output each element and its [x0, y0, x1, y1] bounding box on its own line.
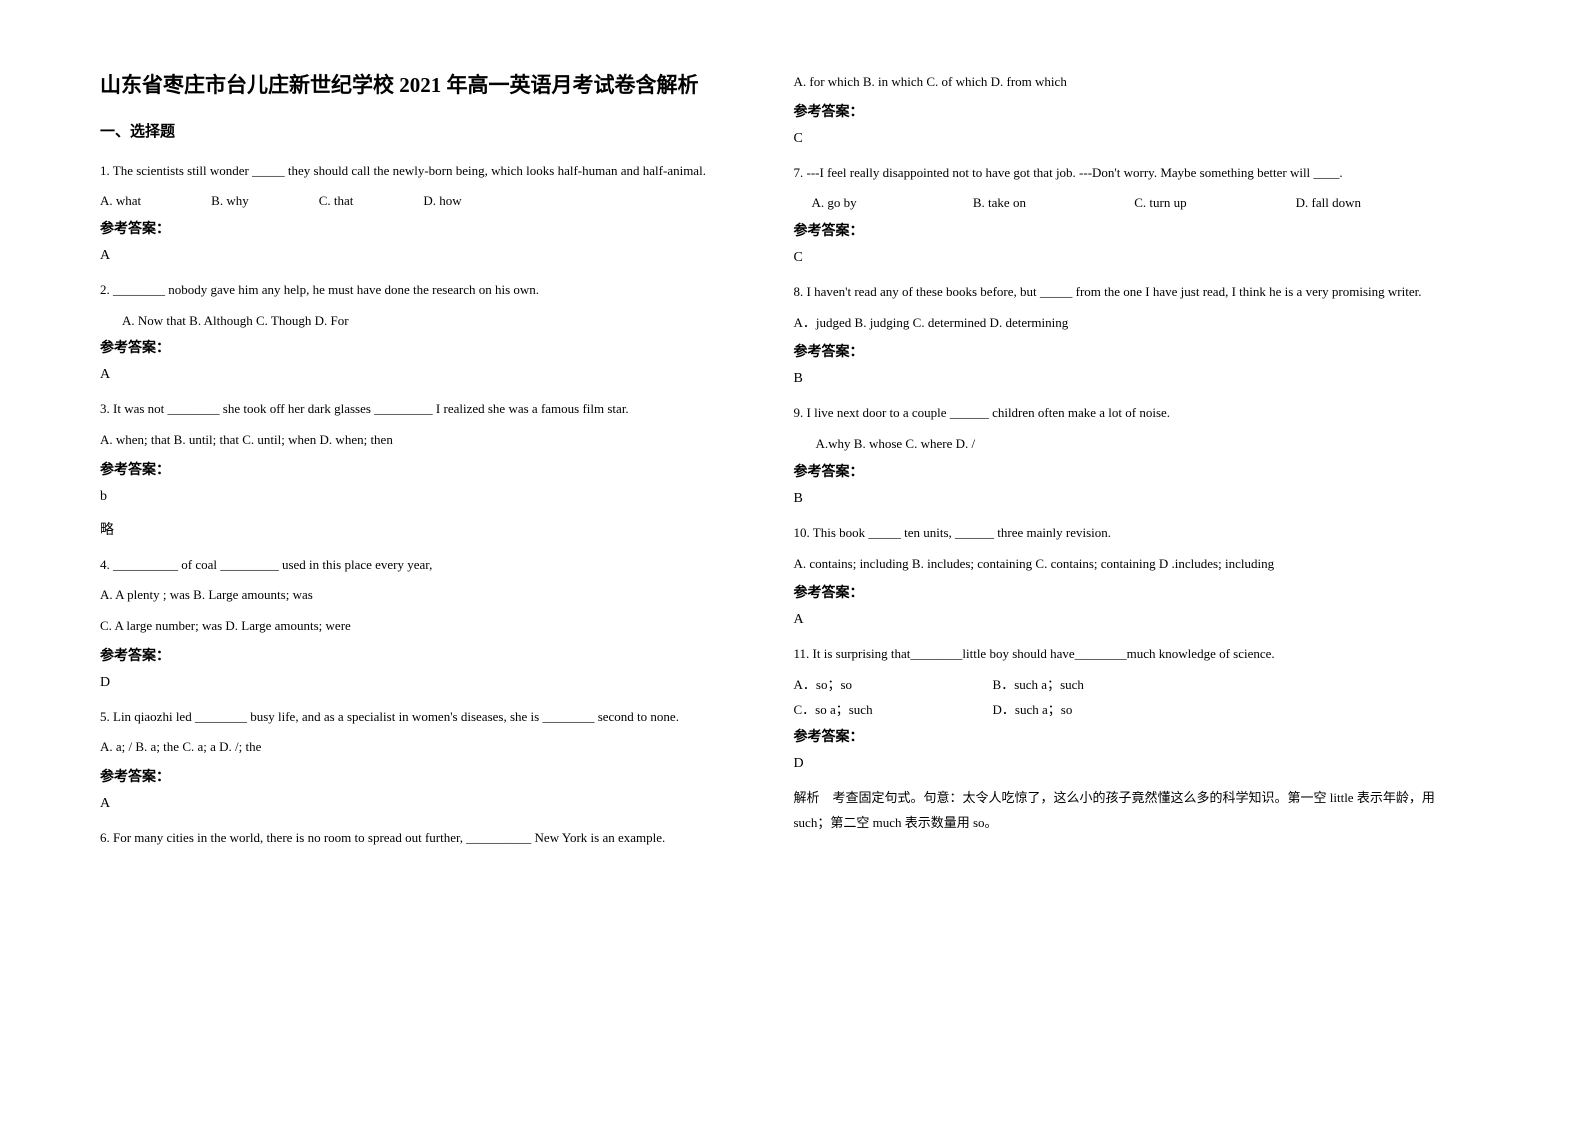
option-a: A. what [100, 189, 141, 214]
question-2-answer: A [100, 367, 764, 383]
option-d: D．such a；so [993, 698, 1192, 723]
question-9-answer: B [794, 491, 1458, 507]
question-4: 4. __________ of coal _________ used in … [100, 553, 764, 578]
answer-label: 参考答案： [794, 461, 1458, 481]
question-2: 2. ________ nobody gave him any help, he… [100, 278, 764, 303]
question-3-answer: b [100, 489, 764, 505]
question-10-options: A. contains; including B. includes; cont… [794, 552, 1458, 577]
question-7: 7. ---I feel really disappointed not to … [794, 161, 1458, 186]
question-4-answer: D [100, 675, 764, 691]
question-11-explanation: 解析 考查固定句式。句意：太令人吃惊了，这么小的孩子竟然懂这么多的科学知识。第一… [794, 786, 1458, 835]
option-c: C. turn up [1134, 191, 1295, 216]
question-6-options: A. for which B. in which C. of which D. … [794, 70, 1458, 95]
answer-label: 参考答案： [100, 459, 764, 479]
answer-label: 参考答案： [794, 582, 1458, 602]
question-9-options: A.why B. whose C. where D. / [794, 432, 1458, 457]
question-11: 11. It is surprising that________little … [794, 642, 1458, 667]
question-4-options-line2: C. A large number; was D. Large amounts;… [100, 614, 764, 639]
answer-label: 参考答案： [794, 341, 1458, 361]
question-11-options-line2: C．so a；such D．such a；so [794, 698, 1192, 723]
question-7-options: A. go by B. take on C. turn up D. fall d… [794, 191, 1458, 216]
answer-label: 参考答案： [100, 766, 764, 786]
answer-label: 参考答案： [100, 337, 764, 357]
option-d: D. fall down [1296, 191, 1457, 216]
question-3: 3. It was not ________ she took off her … [100, 397, 764, 422]
question-1-options: A. what B. why C. that D. how [100, 189, 764, 214]
question-9: 9. I live next door to a couple ______ c… [794, 401, 1458, 426]
option-d: D. how [423, 189, 461, 214]
question-7-answer: C [794, 250, 1458, 266]
option-c: C．so a；such [794, 698, 993, 723]
question-1: 1. The scientists still wonder _____ the… [100, 159, 764, 184]
question-4-options-line1: A. A plenty ; was B. Large amounts; was [100, 583, 764, 608]
question-8-answer: B [794, 371, 1458, 387]
right-column: A. for which B. in which C. of which D. … [794, 70, 1488, 1082]
option-c: C. that [319, 189, 354, 214]
option-b: B. why [211, 189, 249, 214]
question-3-options: A. when; that B. until; that C. until; w… [100, 428, 764, 453]
answer-label: 参考答案： [794, 726, 1458, 746]
answer-label: 参考答案： [100, 645, 764, 665]
question-11-options-line1: A．so；so B．such a；such [794, 673, 1192, 698]
explanation-omitted: 略 [100, 519, 764, 539]
document-title: 山东省枣庄市台儿庄新世纪学校 2021 年高一英语月考试卷含解析 [100, 70, 764, 102]
option-a: A．so；so [794, 673, 993, 698]
question-10: 10. This book _____ ten units, ______ th… [794, 521, 1458, 546]
option-a: A. go by [812, 191, 973, 216]
option-b: B．such a；such [993, 673, 1192, 698]
left-column: 山东省枣庄市台儿庄新世纪学校 2021 年高一英语月考试卷含解析 一、选择题 1… [100, 70, 794, 1082]
question-6: 6. For many cities in the world, there i… [100, 826, 764, 851]
question-8: 8. I haven't read any of these books bef… [794, 280, 1458, 305]
question-2-options: A. Now that B. Although C. Though D. For [100, 309, 764, 334]
question-5-options: A. a; / B. a; the C. a; a D. /; the [100, 735, 764, 760]
question-5: 5. Lin qiaozhi led ________ busy life, a… [100, 705, 764, 730]
answer-label: 参考答案： [794, 101, 1458, 121]
answer-label: 参考答案： [100, 218, 764, 238]
section-header: 一、选择题 [100, 120, 764, 141]
question-5-answer: A [100, 796, 764, 812]
answer-label: 参考答案： [794, 220, 1458, 240]
question-1-answer: A [100, 248, 764, 264]
question-11-answer: D [794, 756, 1458, 772]
question-8-options: A．judged B. judging C. determined D. det… [794, 311, 1458, 336]
option-b: B. take on [973, 191, 1134, 216]
question-10-answer: A [794, 612, 1458, 628]
question-6-answer: C [794, 131, 1458, 147]
